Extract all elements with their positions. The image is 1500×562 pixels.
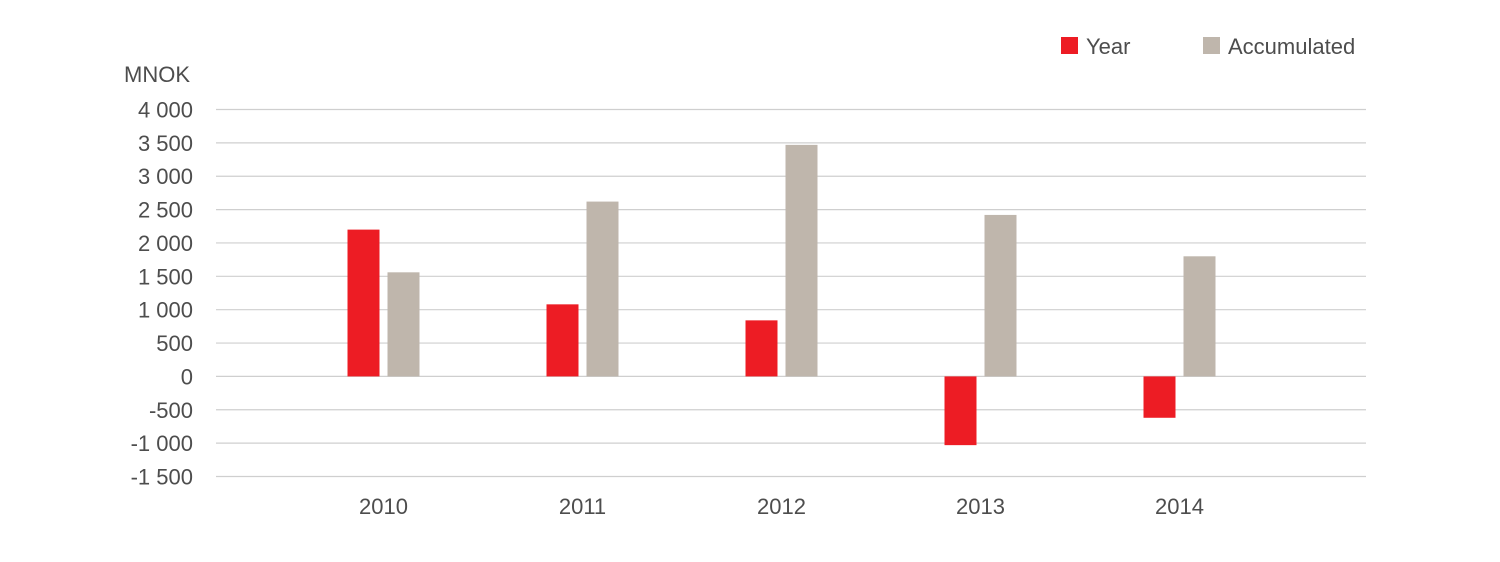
y-tick-label: -1 000 [131,431,193,456]
y-axis-tick-labels: 4 000 3 500 3 000 2 500 2 000 1 500 1 000 500 0 -… [131,98,193,490]
bar-accumulated-2014 [1183,256,1216,377]
legend-swatch-accumulated [1203,37,1220,54]
y-axis-unit-label: MNOK [124,62,190,87]
bars [347,144,1216,446]
bar-accumulated-2010 [387,272,420,377]
bar-year-2013 [944,376,977,446]
y-tick-label: 500 [156,331,193,356]
x-axis-category-labels: 2010 2011 2012 2013 2014 [359,494,1204,519]
bar-accumulated-2013 [984,214,1017,377]
x-category-label: 2010 [359,494,408,519]
x-category-label: 2014 [1155,494,1204,519]
y-tick-label: 2 500 [138,198,193,223]
y-tick-label: 0 [181,364,193,389]
legend-label-accumulated: Accumulated [1228,34,1355,59]
y-tick-label: -500 [149,398,193,423]
bar-accumulated-2011 [586,201,619,377]
bar-year-2010 [347,229,380,377]
x-category-label: 2013 [956,494,1005,519]
bar-accumulated-2012 [785,144,818,377]
legend-swatch-year [1061,37,1078,54]
x-category-label: 2011 [559,494,606,519]
bar-year-2011 [546,304,579,377]
bar-year-2014 [1143,376,1176,418]
y-tick-label: 1 500 [138,264,193,289]
legend-label-year: Year [1086,34,1130,59]
y-tick-label: -1 500 [131,465,193,490]
y-tick-label: 2 000 [138,231,193,256]
y-tick-label: 3 500 [138,131,193,156]
bar-year-2012 [745,320,778,377]
legend: Year Accumulated [1061,34,1355,59]
y-tick-label: 1 000 [138,298,193,323]
x-category-label: 2012 [757,494,806,519]
y-tick-label: 3 000 [138,164,193,189]
y-tick-label: 4 000 [138,98,193,123]
